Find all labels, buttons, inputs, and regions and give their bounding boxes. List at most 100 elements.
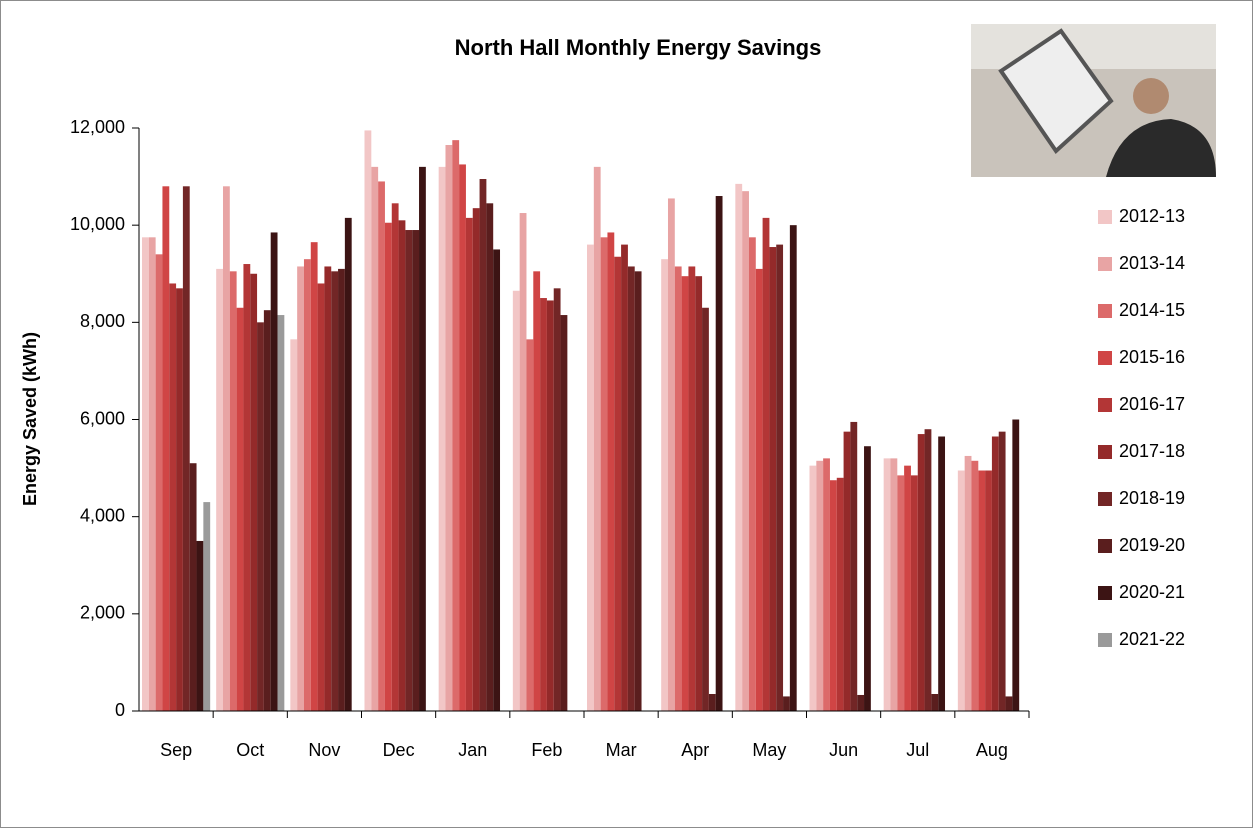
- bar: [278, 315, 285, 711]
- bar: [978, 471, 985, 711]
- bar: [243, 264, 250, 711]
- x-tick-label: Jul: [906, 740, 929, 760]
- bar: [149, 237, 156, 711]
- bar: [769, 247, 776, 711]
- bar: [190, 463, 197, 711]
- bar: [594, 167, 601, 711]
- bar: [237, 308, 244, 711]
- bar: [904, 466, 911, 711]
- legend-label: 2014-15: [1119, 300, 1185, 320]
- legend-swatch: [1098, 586, 1112, 600]
- bar: [371, 167, 378, 711]
- bar: [297, 266, 304, 711]
- bar: [445, 145, 452, 711]
- bar: [587, 245, 594, 711]
- legend-swatch: [1098, 257, 1112, 271]
- bar: [816, 461, 823, 711]
- y-axis-label: Energy Saved (kWh): [20, 332, 40, 506]
- bar: [412, 230, 419, 711]
- bar: [561, 315, 568, 711]
- bar: [776, 245, 783, 711]
- bar: [473, 208, 480, 711]
- bar: [385, 223, 392, 711]
- bar: [183, 186, 190, 711]
- bar: [540, 298, 547, 711]
- legend-label: 2016-17: [1119, 394, 1185, 414]
- legend-label: 2021-22: [1119, 629, 1185, 649]
- bar: [783, 696, 790, 711]
- photo: [971, 24, 1216, 177]
- bar: [405, 230, 412, 711]
- bar: [702, 308, 709, 711]
- bar: [763, 218, 770, 711]
- bar: [533, 271, 540, 711]
- bar: [142, 237, 149, 711]
- bar: [176, 288, 183, 711]
- legend-label: 2017-18: [1119, 441, 1185, 461]
- bar: [459, 164, 466, 711]
- page: North Hall Monthly Energy Savings Energy…: [0, 0, 1253, 828]
- bar: [513, 291, 520, 711]
- bar: [318, 283, 325, 711]
- chart-title: North Hall Monthly Energy Savings: [455, 35, 822, 60]
- y-tick-label: 8,000: [80, 311, 125, 331]
- bar: [365, 130, 372, 711]
- bar: [264, 310, 271, 711]
- bar: [230, 271, 237, 711]
- bar: [250, 274, 257, 711]
- bar: [884, 458, 891, 711]
- bar: [1006, 696, 1013, 711]
- x-tick-label: May: [752, 740, 786, 760]
- legend-swatch: [1098, 633, 1112, 647]
- bar: [197, 541, 204, 711]
- bar: [756, 269, 763, 711]
- bar: [958, 471, 965, 711]
- x-tick-label: Sep: [160, 740, 192, 760]
- bar: [547, 300, 554, 711]
- bar: [554, 288, 561, 711]
- y-tick-label: 2,000: [80, 603, 125, 623]
- bar: [857, 695, 864, 711]
- bar: [716, 196, 723, 711]
- bar: [890, 458, 897, 711]
- legend-swatch: [1098, 304, 1112, 318]
- bar: [742, 191, 749, 711]
- bar: [830, 480, 837, 711]
- bar: [216, 269, 223, 711]
- bar: [695, 276, 702, 711]
- bar: [614, 257, 621, 711]
- bar: [257, 322, 264, 711]
- bar: [790, 225, 797, 711]
- bar: [999, 432, 1006, 711]
- y-tick-label: 4,000: [80, 505, 125, 525]
- legend-swatch: [1098, 445, 1112, 459]
- x-tick-label: Jan: [458, 740, 487, 760]
- bar: [480, 179, 487, 711]
- bar: [911, 475, 918, 711]
- bar: [823, 458, 830, 711]
- bar: [466, 218, 473, 711]
- bar: [668, 198, 675, 711]
- bar: [486, 203, 493, 711]
- legend-swatch: [1098, 492, 1112, 506]
- bar: [324, 266, 331, 711]
- legend-label: 2019-20: [1119, 535, 1185, 555]
- bar: [837, 478, 844, 711]
- bar: [331, 271, 338, 711]
- bar: [965, 456, 972, 711]
- bar: [520, 213, 527, 711]
- bar: [452, 140, 459, 711]
- legend-swatch: [1098, 210, 1112, 224]
- x-tick-label: Aug: [976, 740, 1008, 760]
- bar: [971, 461, 978, 711]
- bar: [162, 186, 169, 711]
- bar: [621, 245, 628, 711]
- bar: [850, 422, 857, 711]
- y-tick-label: 0: [115, 700, 125, 720]
- bar: [399, 220, 406, 711]
- bar: [709, 694, 716, 711]
- bar: [749, 237, 756, 711]
- bar: [1012, 420, 1019, 712]
- bar: [918, 434, 925, 711]
- bar: [338, 269, 345, 711]
